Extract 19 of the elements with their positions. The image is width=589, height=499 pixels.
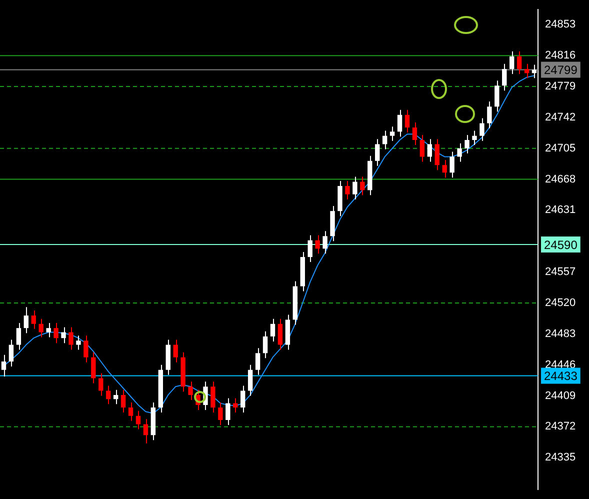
y-tick-label: 24557 — [545, 266, 576, 278]
y-tick-label: 24335 — [545, 452, 576, 464]
y-tick-label: 24742 — [545, 111, 576, 124]
y-tick-label: 24483 — [545, 328, 576, 340]
y-tick-label: 24816 — [545, 50, 576, 62]
y-tick-label: 24668 — [545, 173, 576, 186]
ref-line-label: 24433 — [544, 369, 578, 384]
candlestick — [76, 335, 81, 350]
y-tick-label: 24372 — [545, 420, 576, 433]
ref-line-label: 24590 — [544, 238, 578, 252]
y-tick-label: 24853 — [545, 18, 576, 31]
y-tick-label: 24779 — [545, 80, 576, 93]
y-tick-label: 24446 — [545, 358, 576, 371]
candlestick — [46, 322, 51, 338]
y-tick-label: 24631 — [545, 204, 576, 216]
y-tick-label: 24705 — [545, 142, 576, 154]
y-tick-label: 24409 — [545, 390, 576, 402]
y-tick-label: 24520 — [545, 297, 576, 310]
ref-line-label: 24799 — [544, 63, 578, 78]
